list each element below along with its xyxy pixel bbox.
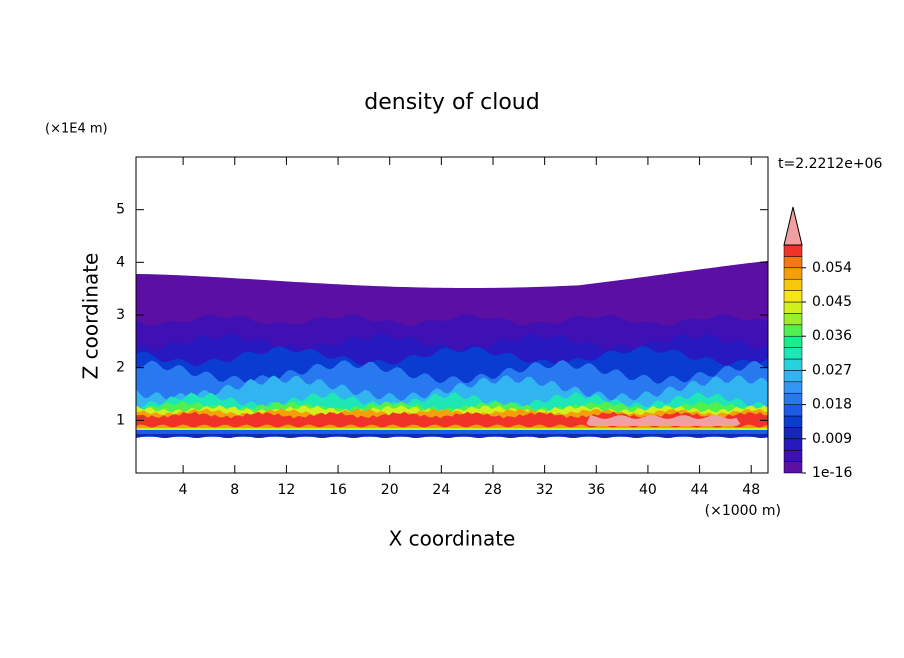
x-tick-label: 28	[484, 482, 502, 498]
colorbar-swatch	[783, 415, 803, 428]
axes: 4 8 12 16 20 24 28 32 36 40 44 48123451e-160.0090.0…	[116, 156, 852, 498]
colorbar-swatch	[783, 335, 803, 348]
x-unit: (×1000 m)	[705, 503, 781, 519]
x-tick-label: 16	[329, 482, 347, 498]
colorbar-tick-label: 0.054	[812, 260, 852, 276]
colorbar-tick-label: 1e-16	[812, 465, 852, 481]
colorbar-swatch	[783, 438, 803, 451]
contour-field	[136, 260, 768, 438]
y-axis-title: Z coordinate	[79, 253, 103, 380]
colorbar-tick-label: 0.018	[812, 397, 852, 413]
x-tick-label: 48	[742, 482, 760, 498]
colorbar-swatch	[783, 267, 803, 280]
colorbar-tick-label: 0.009	[812, 431, 852, 447]
time-label: t=2.2212e+06	[778, 156, 882, 172]
x-tick-label: 44	[691, 482, 709, 498]
colorbar-swatch	[783, 427, 803, 440]
contour-band	[136, 434, 768, 438]
colorbar-tick-label: 0.045	[812, 294, 852, 310]
colorbar-swatch	[783, 324, 803, 337]
colorbar-swatch	[783, 358, 803, 371]
y-tick-label: 4	[116, 254, 125, 270]
x-tick-label: 40	[639, 482, 657, 498]
contour-over	[136, 415, 768, 426]
x-tick-label: 36	[587, 482, 605, 498]
colorbar-swatch	[783, 392, 803, 405]
colorbar-swatch	[783, 404, 803, 417]
colorbar-swatch	[783, 370, 803, 383]
y-tick-label: 5	[116, 202, 125, 218]
y-unit: (×1E4 m)	[45, 122, 108, 137]
colorbar-swatch	[783, 301, 803, 314]
x-tick-label: 12	[278, 482, 296, 498]
x-tick-label: 32	[536, 482, 554, 498]
colorbar-swatch	[783, 290, 803, 303]
y-tick-label: 3	[116, 307, 125, 323]
y-tick-label: 1	[116, 412, 125, 428]
x-tick-label: 20	[381, 482, 399, 498]
x-tick-label: 4	[179, 482, 188, 498]
colorbar-swatch	[783, 461, 803, 474]
colorbar-swatch	[783, 244, 803, 257]
chart-title: density of cloud	[364, 90, 539, 115]
colorbar-tick-label: 0.027	[812, 362, 852, 378]
x-tick-label: 8	[230, 482, 239, 498]
colorbar-swatch	[783, 347, 803, 360]
y-tick-label: 2	[116, 360, 125, 376]
x-tick-label: 24	[432, 482, 450, 498]
colorbar-swatch	[783, 256, 803, 269]
colorbar-swatch	[783, 313, 803, 326]
colorbar-tick-label: 0.036	[812, 328, 852, 344]
colorbar-swatch	[783, 449, 803, 462]
colorbar-swatch	[783, 381, 803, 394]
colorbar-swatch	[783, 278, 803, 291]
colorbar-over	[783, 206, 803, 246]
x-axis-title: X coordinate	[389, 527, 516, 551]
